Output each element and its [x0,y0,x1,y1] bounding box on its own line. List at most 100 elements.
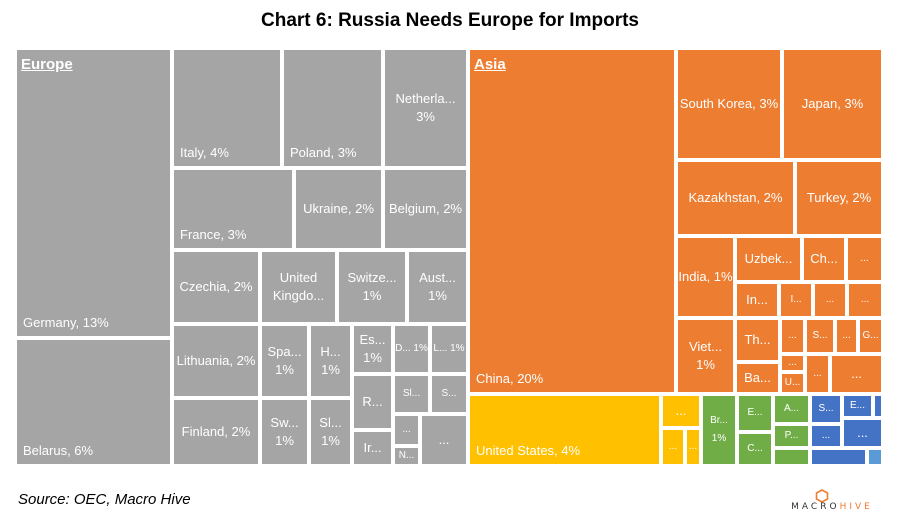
tile-label: R... [362,394,383,409]
group-header: Europe [21,56,73,73]
treemap-tile: L... 1% [430,324,468,374]
treemap-tile: Br... 1% [701,394,737,466]
treemap-tile: China, 20% [468,48,676,394]
treemap-tile [873,394,883,418]
logo-wordmark: MACROHIVE [772,502,892,512]
treemap-tile: Spa... 1% [260,324,309,398]
tile-label: Belarus, 6% [23,443,94,458]
tile-label: South Korea, 3% [679,96,779,111]
hexagon-logo-icon [815,489,829,503]
treemap-tile: Turkey, 2% [795,160,883,236]
treemap-tile: G... [858,318,883,354]
treemap-tile: S... [810,394,842,424]
treemap-tile: Finland, 2% [172,398,260,466]
tile-label: ... [788,357,797,368]
treemap-tile: Kazakhstan, 2% [676,160,795,236]
treemap-tile: E... [737,394,773,432]
treemap-tile: Belgium, 2% [383,168,468,250]
treemap-tile: ... [830,354,883,394]
treemap-tile: U... [780,372,805,394]
tile-label: Es... 1% [359,332,386,365]
treemap-tile: Ba... [735,362,780,394]
source-note: Source: OEC, Macro Hive [18,491,191,508]
tile-label: Th... [744,332,771,347]
tile-label: France, 3% [180,227,247,242]
tile-label: India, 1% [678,269,733,284]
tile-label: Spa... 1% [267,344,302,377]
tile-label: Sl... [402,388,421,399]
tile-label: Ir... [363,440,382,455]
tile-label: ... [675,403,687,418]
treemap-tile: France, 3% [172,168,294,250]
tile-label: ... [821,430,831,441]
tile-label: Kazakhstan, 2% [688,190,783,205]
treemap-tile: Es... 1% [352,324,393,374]
tile-label: Belgium, 2% [389,201,462,216]
tile-label: D... 1% [395,343,428,354]
tile-label: Japan, 3% [801,96,864,111]
treemap-tile: Italy, 4% [172,48,282,168]
treemap-tile: ... [810,424,842,448]
tile-label: Lithuania, 2% [176,353,256,368]
tile-label: In... [746,292,768,307]
logo-word-hive: HIVE [839,502,873,512]
tile-label: ... [851,366,862,381]
treemap-tile: United Kingdo... [260,250,337,324]
treemap-tile: ... [780,318,805,354]
treemap-tile: Uzbek... [735,236,802,282]
tile-label: Ukraine, 2% [303,201,374,216]
tile-label: ... [688,441,698,452]
tile-label: E... [849,400,865,411]
treemap-tile: ... [842,418,883,448]
tile-label: Switze... 1% [347,270,397,303]
treemap-tile: ... [813,282,847,318]
treemap-tile: Japan, 3% [782,48,883,160]
treemap-tile: S... [805,318,835,354]
tile-label: ... [860,294,870,305]
tile-label: Ba... [744,370,771,385]
treemap-tile: Sl... 1% [309,398,352,466]
treemap-tile: C... [737,432,773,466]
treemap-tile: Aust... 1% [407,250,468,324]
logo-word-macro: MACRO [791,502,840,512]
tile-label: Finland, 2% [181,424,251,439]
tile-label: Sl... 1% [319,415,342,448]
treemap-tile: R... [352,374,393,430]
treemap-tile: S... [430,374,468,414]
chart-title: Chart 6: Russia Needs Europe for Imports [261,10,639,31]
tile-label: ... [813,368,822,379]
tile-label: S... [818,403,834,414]
tile-label: G... [862,330,879,341]
treemap-tile: South Korea, 3% [676,48,782,160]
tile-label: ... [438,432,450,447]
treemap-tile: ... [846,236,883,282]
treemap-tile: Switze... 1% [337,250,407,324]
tile-label: I... [790,294,802,305]
tile-label: ... [860,253,869,264]
tile-label: L... 1% [433,343,465,354]
treemap-tile: India, 1% [676,236,735,318]
treemap-tile: ... [685,428,701,466]
treemap-tile: Ch... [802,236,846,282]
tile-label: ... [402,424,411,435]
macro-hive-logo: MACROHIVE [772,489,892,515]
treemap-tile: Sl... [393,374,430,414]
tile-label: United States, 4% [476,443,581,458]
treemap-tile: Netherla... 3% [383,48,468,168]
tile-label: Germany, 13% [23,315,109,330]
tile-label: Czechia, 2% [179,279,253,294]
treemap-tile: ... [420,414,468,466]
treemap-tile: Poland, 3% [282,48,383,168]
tile-label: ... [825,294,835,305]
treemap-tile: Viet... 1% [676,318,735,394]
treemap-tile: United States, 4% [468,394,661,466]
tile-label: Br... 1% [710,415,728,444]
tile-label: ... [668,441,678,452]
tile-label: Netherla... 3% [395,91,456,124]
group-header: Asia [474,56,506,73]
treemap-tile: Ir... [352,430,393,466]
tile-label: Turkey, 2% [806,190,872,205]
tile-label: S... [812,330,828,341]
tile-label: Uzbek... [744,251,793,266]
